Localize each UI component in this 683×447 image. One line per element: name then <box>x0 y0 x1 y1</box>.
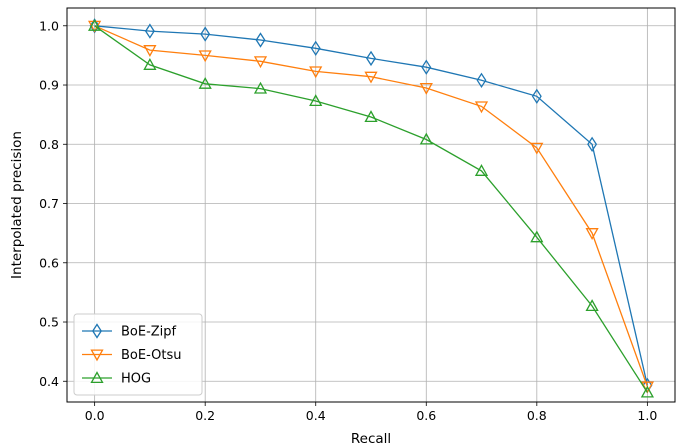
series-group <box>87 18 655 398</box>
data-point-boe-zipf <box>587 136 598 152</box>
x-tick-label: 0.6 <box>416 408 436 423</box>
data-point-boe-otsu <box>474 101 489 114</box>
data-point-hog <box>640 385 655 398</box>
x-axis-title: Recall <box>351 431 391 447</box>
data-point-boe-otsu <box>419 82 433 95</box>
data-point-boe-otsu <box>364 71 378 84</box>
data-point-boe-otsu <box>309 66 323 79</box>
series-line-boe-otsu <box>94 25 649 387</box>
plot-frame <box>66 7 676 403</box>
data-point-boe-zipf <box>144 23 155 39</box>
data-point-hog <box>474 164 489 176</box>
x-tick-label: 0.4 <box>306 408 326 423</box>
legend-marker-boe-otsu <box>90 349 104 362</box>
data-point-hog <box>309 94 323 107</box>
x-tick-label: 0.0 <box>85 408 105 423</box>
data-point-boe-zipf <box>255 32 266 48</box>
y-tick-label: 0.5 <box>39 315 59 330</box>
legend-marker-hog <box>90 371 104 384</box>
y-axis-title: Interpolated precision <box>9 131 25 279</box>
series-line-hog <box>94 25 648 393</box>
x-tick-label: 0.8 <box>527 408 547 423</box>
data-point-hog <box>585 299 599 312</box>
data-point-hog <box>364 110 378 123</box>
legend-marker-boe-zipf <box>92 323 102 339</box>
data-point-boe-otsu <box>585 228 599 240</box>
data-point-hog <box>530 230 544 243</box>
data-point-boe-otsu <box>143 45 157 57</box>
data-point-boe-zipf <box>476 72 487 88</box>
y-tick-label: 0.6 <box>39 255 59 270</box>
data-point-hog <box>419 132 433 145</box>
legend-box <box>73 313 203 396</box>
x-tick-label: 0.2 <box>195 408 215 423</box>
data-point-boe-zipf <box>310 40 321 56</box>
y-tick-label: 0.7 <box>39 196 59 211</box>
data-point-boe-otsu <box>198 50 212 63</box>
legend-label-boe-zipf: BoE-Zipf <box>121 325 177 340</box>
y-tick-label: 1.0 <box>39 18 59 33</box>
legend: BoE-Zipf BoE-Otsu HOG <box>73 313 203 396</box>
data-point-hog <box>198 76 212 89</box>
series-line-boe-zipf <box>94 25 649 386</box>
axis-ticks: 0.0 0.2 0.4 0.6 0.8 1.0 0.4 0.5 0.6 0.7 0.8 0.9 1.0 <box>39 18 657 423</box>
y-tick-label: 0.4 <box>39 374 59 389</box>
series-hog <box>87 18 655 398</box>
data-point-boe-zipf <box>200 26 211 42</box>
legend-label-hog: HOG <box>121 372 151 387</box>
x-tick-label: 1.0 <box>637 408 657 423</box>
data-point-boe-otsu <box>253 56 268 69</box>
data-point-boe-zipf <box>421 59 432 75</box>
data-point-boe-zipf <box>531 88 542 104</box>
data-point-boe-zipf <box>366 50 376 67</box>
data-point-hog <box>87 18 102 31</box>
y-tick-label: 0.9 <box>39 78 59 93</box>
data-point-hog <box>253 81 268 94</box>
y-tick-label: 0.8 <box>39 137 59 152</box>
data-point-boe-otsu <box>530 142 544 155</box>
legend-label-boe-otsu: BoE-Otsu <box>121 348 181 363</box>
data-point-hog <box>143 58 157 70</box>
